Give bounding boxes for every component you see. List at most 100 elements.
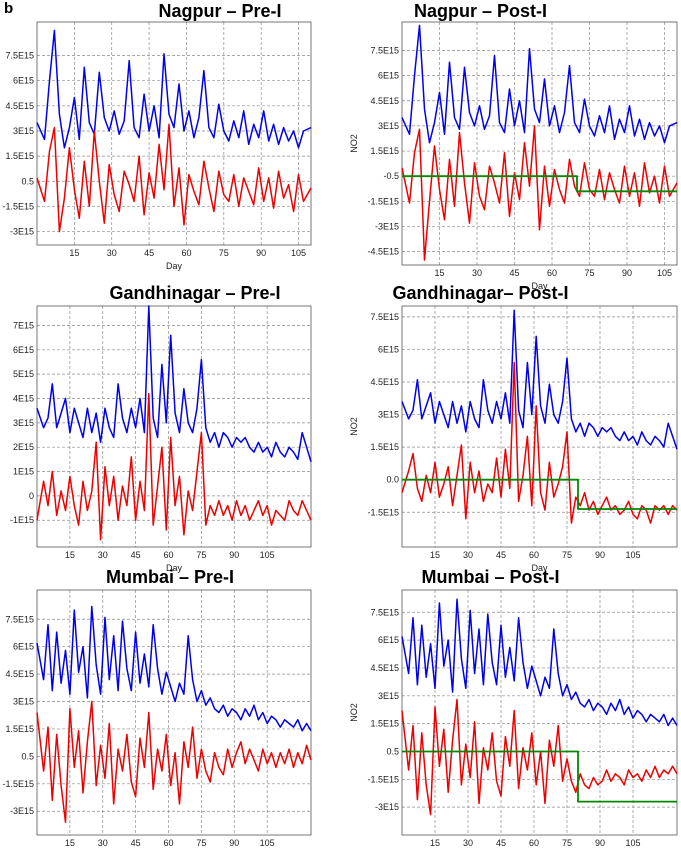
chart-plot: 15 30 45 60 75 90 105 -1.5E15 0.0 1.5E15 3E15 4.5E1… (349, 305, 678, 573)
y-tick-label: 6E15 (13, 642, 34, 652)
y-tick-label: 3E15 (378, 121, 399, 131)
y-tick-label: 7.5E15 (5, 51, 34, 61)
chart-title: Mumbai – Post-I (421, 567, 560, 587)
x-tick-label: 60 (181, 248, 191, 258)
red-series-line (36, 700, 312, 823)
y-tick-label: 1E15 (13, 467, 34, 477)
red-series-line (36, 123, 312, 233)
x-tick-label: 60 (547, 268, 557, 278)
blue-series-line (36, 29, 312, 149)
chart-plot: 15 30 45 60 75 90 105 -4.5E15 -3E15 -1.5E15 -0.5 1.… (349, 21, 678, 291)
y-tick-label: 3E15 (13, 418, 34, 428)
x-tick-label: 90 (256, 248, 266, 258)
x-tick-label: 45 (496, 838, 506, 848)
x-tick-label: 90 (229, 550, 239, 560)
blue-series-line (401, 24, 678, 144)
chart-panel-nagpur-pre: Nagpur – Pre-I 15 30 45 60 75 90 105 -3E15 -1.5E… (0, 0, 340, 282)
y-tick-label: 0.0 (386, 475, 399, 485)
y-tick-label: 4.5E15 (5, 669, 34, 679)
x-tick-label: 105 (260, 838, 275, 848)
x-tick-label: 60 (164, 550, 174, 560)
x-tick-label: 15 (65, 838, 75, 848)
y-tick-label: -1.5E15 (367, 196, 399, 206)
y-tick-label: 1.5E15 (5, 724, 34, 734)
y-tick-label: 0.5 (21, 751, 34, 761)
y-tick-label: 4.5E15 (370, 663, 399, 673)
chart-plot: 15 30 45 60 75 90 105 -3E15 -1.5E15 0.5 1.5E15 3E15… (2, 589, 312, 848)
y-tick-label: -1.5E15 (367, 507, 399, 517)
y-tick-label: 7.5E15 (370, 45, 399, 55)
chart-panel-mumbai-post: Mumbai – Post-I 15 30 45 60 75 90 105 -3E15 -1.5… (340, 566, 681, 850)
y-tick-label: 3E15 (378, 410, 399, 420)
y-tick-label: -1E15 (10, 515, 34, 525)
x-tick-label: 105 (625, 838, 640, 848)
y-tick-label: 6E15 (378, 635, 399, 645)
x-tick-label: 75 (562, 550, 572, 560)
chart-title: Nagpur – Post-I (413, 1, 547, 21)
y-axis-label: NO2 (349, 134, 359, 153)
y-tick-label: 7.5E15 (370, 312, 399, 322)
chart-plot: 15 30 45 60 75 90 105 -1E15 0 1E15 2E15 3E15 4E15 5E1… (10, 305, 312, 573)
x-tick-label: 75 (219, 248, 229, 258)
x-tick-label: 45 (144, 248, 154, 258)
y-tick-label: -1.5E15 (367, 774, 399, 784)
y-tick-label: 7E15 (13, 320, 34, 330)
blue-series-line (36, 305, 312, 463)
x-tick-label: 45 (509, 268, 519, 278)
x-tick-label: 105 (260, 550, 275, 560)
blue-series-line (401, 309, 678, 450)
chart-panel-gandhinagar-pre: Gandhinagar – Pre-I 15 30 45 60 75 90 105 -1E15… (0, 282, 340, 573)
y-tick-label: 4.5E15 (370, 96, 399, 106)
y-tick-label: 7.5E15 (5, 614, 34, 624)
x-tick-label: 30 (472, 268, 482, 278)
x-tick-label: 90 (622, 268, 632, 278)
y-tick-label: 1.5E15 (370, 442, 399, 452)
chart-title: Gandhinagar– Post-I (392, 283, 569, 303)
y-tick-label: 1.5E15 (5, 151, 34, 161)
y-tick-label: -3E15 (375, 802, 399, 812)
x-tick-label: 75 (584, 268, 594, 278)
plot-frame (401, 305, 678, 548)
red-series-line (401, 125, 678, 261)
blue-series-line (401, 598, 678, 727)
x-tick-label: 15 (430, 550, 440, 560)
y-tick-label: -0.5 (383, 171, 399, 181)
x-tick-label: 30 (98, 550, 108, 560)
x-tick-label: 15 (434, 268, 444, 278)
x-tick-label: 90 (595, 838, 605, 848)
x-tick-label: 90 (595, 550, 605, 560)
green-series-line (402, 175, 677, 193)
x-axis-label: Day (531, 563, 548, 573)
x-tick-label: 45 (496, 550, 506, 560)
y-axis-label: NO2 (349, 703, 359, 722)
y-tick-label: 0 (29, 491, 34, 501)
y-tick-label: 3E15 (13, 126, 34, 136)
y-tick-label: -3E15 (10, 806, 34, 816)
x-tick-label: 60 (529, 838, 539, 848)
x-axis-label: Day (531, 281, 548, 291)
y-tick-label: 4.5E15 (370, 377, 399, 387)
x-tick-label: 105 (291, 248, 306, 258)
y-tick-label: 2E15 (13, 442, 34, 452)
y-axis-label: NO2 (349, 417, 359, 436)
y-tick-label: 0.5 (21, 176, 34, 186)
x-axis-label: Day (166, 563, 183, 573)
y-tick-label: 4E15 (13, 394, 34, 404)
y-tick-label: 3E15 (13, 697, 34, 707)
x-tick-label: 45 (131, 550, 141, 560)
chart-title: Mumbai – Pre-I (105, 567, 235, 587)
x-tick-label: 105 (657, 268, 672, 278)
y-tick-label: 1.5E15 (370, 146, 399, 156)
y-tick-label: 7.5E15 (370, 607, 399, 617)
chart-panel-nagpur-post: Nagpur – Post-I 15 30 45 60 75 90 105 -4.5E15 -3… (340, 0, 681, 291)
x-tick-label: 15 (65, 550, 75, 560)
y-tick-label: -3E15 (10, 227, 34, 237)
y-tick-label: 5E15 (13, 369, 34, 379)
red-series-line (36, 392, 312, 541)
x-tick-label: 30 (463, 838, 473, 848)
plot-frame (36, 305, 312, 548)
y-tick-label: 6E15 (13, 76, 34, 86)
y-tick-label: 3E15 (378, 691, 399, 701)
x-tick-label: 75 (196, 550, 206, 560)
x-tick-label: 15 (69, 248, 79, 258)
